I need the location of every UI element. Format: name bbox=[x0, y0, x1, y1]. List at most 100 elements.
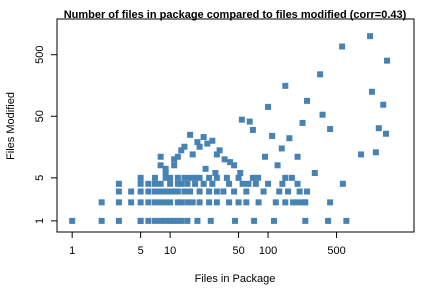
point bbox=[162, 169, 169, 176]
point bbox=[204, 140, 211, 147]
point bbox=[311, 169, 318, 176]
x-tick-label: 1 bbox=[69, 245, 75, 257]
point bbox=[290, 199, 297, 206]
point bbox=[226, 199, 233, 206]
point bbox=[137, 174, 144, 181]
point bbox=[235, 174, 242, 181]
point bbox=[339, 43, 346, 50]
point bbox=[251, 217, 258, 224]
point bbox=[128, 188, 135, 195]
point bbox=[194, 217, 201, 224]
point bbox=[317, 71, 324, 78]
point bbox=[171, 217, 178, 224]
point bbox=[189, 199, 196, 206]
point bbox=[252, 180, 259, 187]
point bbox=[343, 217, 350, 224]
point bbox=[375, 125, 382, 132]
point bbox=[213, 199, 220, 206]
point bbox=[196, 188, 203, 195]
point bbox=[196, 199, 203, 206]
point bbox=[157, 162, 164, 169]
point bbox=[227, 159, 234, 166]
point bbox=[286, 135, 293, 142]
point bbox=[232, 217, 239, 224]
point bbox=[151, 174, 158, 181]
point bbox=[157, 217, 164, 224]
point bbox=[206, 174, 213, 181]
point bbox=[272, 199, 279, 206]
point bbox=[98, 199, 105, 206]
point bbox=[171, 188, 178, 195]
point bbox=[255, 174, 262, 181]
point bbox=[372, 149, 379, 156]
x-tick-label: 10 bbox=[164, 245, 176, 257]
x-tick-label: 500 bbox=[327, 245, 345, 257]
point bbox=[137, 180, 144, 187]
point bbox=[269, 132, 276, 139]
point bbox=[206, 199, 213, 206]
point bbox=[294, 153, 301, 160]
point bbox=[282, 174, 289, 181]
point bbox=[174, 217, 181, 224]
point bbox=[162, 217, 169, 224]
point bbox=[200, 180, 207, 187]
y-tick-label: 50 bbox=[34, 110, 46, 122]
point bbox=[249, 174, 256, 181]
point bbox=[181, 174, 188, 181]
point bbox=[69, 217, 76, 224]
point bbox=[380, 101, 387, 108]
point bbox=[115, 217, 122, 224]
point bbox=[167, 174, 174, 181]
point bbox=[304, 97, 311, 104]
point bbox=[209, 180, 216, 187]
point bbox=[265, 180, 272, 187]
point bbox=[184, 180, 191, 187]
x-tick-label: 100 bbox=[259, 245, 277, 257]
y-axis-label: Files Modified bbox=[5, 92, 17, 160]
point bbox=[276, 188, 283, 195]
point bbox=[239, 180, 246, 187]
point bbox=[294, 199, 301, 206]
point bbox=[137, 199, 144, 206]
point bbox=[145, 180, 152, 187]
point bbox=[178, 147, 185, 154]
point bbox=[184, 199, 191, 206]
point bbox=[243, 188, 250, 195]
point bbox=[274, 162, 281, 169]
y-tick-label: 1 bbox=[34, 218, 46, 224]
point bbox=[327, 199, 334, 206]
point bbox=[192, 174, 199, 181]
point bbox=[213, 174, 220, 181]
x-tick-label: 50 bbox=[232, 245, 244, 257]
point bbox=[384, 57, 391, 64]
point bbox=[174, 180, 181, 187]
point bbox=[167, 217, 174, 224]
point bbox=[145, 217, 152, 224]
point bbox=[174, 153, 181, 160]
point bbox=[174, 188, 181, 195]
point bbox=[223, 174, 230, 181]
point bbox=[157, 153, 164, 160]
point bbox=[115, 188, 122, 195]
point bbox=[255, 199, 262, 206]
point bbox=[319, 111, 326, 118]
point bbox=[288, 174, 295, 181]
point bbox=[162, 174, 169, 181]
point bbox=[235, 199, 242, 206]
point bbox=[128, 199, 135, 206]
point bbox=[115, 199, 122, 206]
point bbox=[339, 180, 346, 187]
point bbox=[206, 188, 213, 195]
y-tick-label: 5 bbox=[34, 175, 46, 181]
plot-frame bbox=[56, 18, 415, 233]
chart-title: Number of files in package compared to f… bbox=[64, 9, 407, 21]
point bbox=[238, 116, 245, 123]
point bbox=[249, 126, 256, 133]
point bbox=[187, 174, 194, 181]
point bbox=[167, 188, 174, 195]
point bbox=[145, 199, 152, 206]
point bbox=[151, 217, 158, 224]
point bbox=[157, 188, 164, 195]
point bbox=[157, 199, 164, 206]
